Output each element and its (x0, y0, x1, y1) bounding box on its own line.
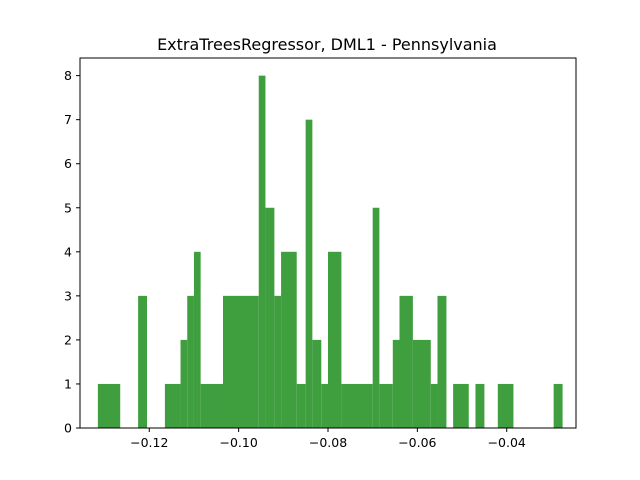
histogram-bar (164, 383, 181, 428)
histogram-bar (412, 339, 431, 428)
y-tick-label: 1 (64, 376, 72, 391)
x-tick-label: −0.06 (398, 435, 436, 450)
histogram-bar (453, 383, 469, 428)
histogram-bar (312, 339, 322, 428)
x-axis-ticks: −0.12 −0.10 −0.08 −0.06 −0.04 (130, 428, 526, 450)
y-tick-label: 5 (64, 200, 72, 215)
histogram-bar (180, 339, 188, 428)
histogram-bar (258, 75, 266, 428)
x-tick-label: −0.10 (219, 435, 257, 450)
histogram-bar (553, 383, 563, 428)
histogram-bar (97, 383, 121, 428)
plot-frame (79, 57, 577, 429)
histogram-bar (265, 207, 275, 428)
histogram-bar (296, 383, 306, 428)
x-tick-label: −0.12 (130, 435, 168, 450)
y-tick-label: 4 (64, 244, 72, 259)
histogram-bar (379, 383, 393, 428)
histogram-bar (392, 339, 400, 428)
y-tick-label: 2 (64, 332, 72, 347)
histogram-bar (341, 383, 373, 428)
histogram-bar (321, 383, 328, 428)
bars-group (97, 75, 563, 429)
histogram-bar (372, 207, 380, 428)
histogram-bar (305, 119, 313, 429)
histogram-bar (399, 295, 413, 428)
x-tick-label: −0.04 (488, 435, 526, 450)
histogram-bar (328, 251, 342, 428)
histogram-bar (200, 383, 223, 428)
y-tick-label: 7 (64, 112, 72, 127)
histogram-bar (430, 383, 438, 428)
histogram-bar (274, 295, 282, 428)
y-tick-label: 6 (64, 156, 72, 171)
histogram-bar (187, 295, 194, 428)
histogram-bar (497, 383, 514, 428)
y-tick-label: 0 (64, 421, 72, 436)
y-tick-label: 3 (64, 288, 72, 303)
chart-title: ExtraTreesRegressor, DML1 - Pennsylvania (157, 35, 497, 54)
y-axis-ticks: 0 1 2 3 4 5 6 7 8 (64, 68, 80, 436)
x-tick-label: −0.08 (309, 435, 347, 450)
y-tick-label: 8 (64, 68, 72, 83)
histogram-bar (138, 295, 148, 428)
histogram-bar (193, 251, 201, 428)
histogram-bar (222, 295, 259, 428)
histogram-bar (437, 295, 447, 428)
histogram-bar (281, 251, 297, 428)
histogram-bar (475, 383, 485, 428)
